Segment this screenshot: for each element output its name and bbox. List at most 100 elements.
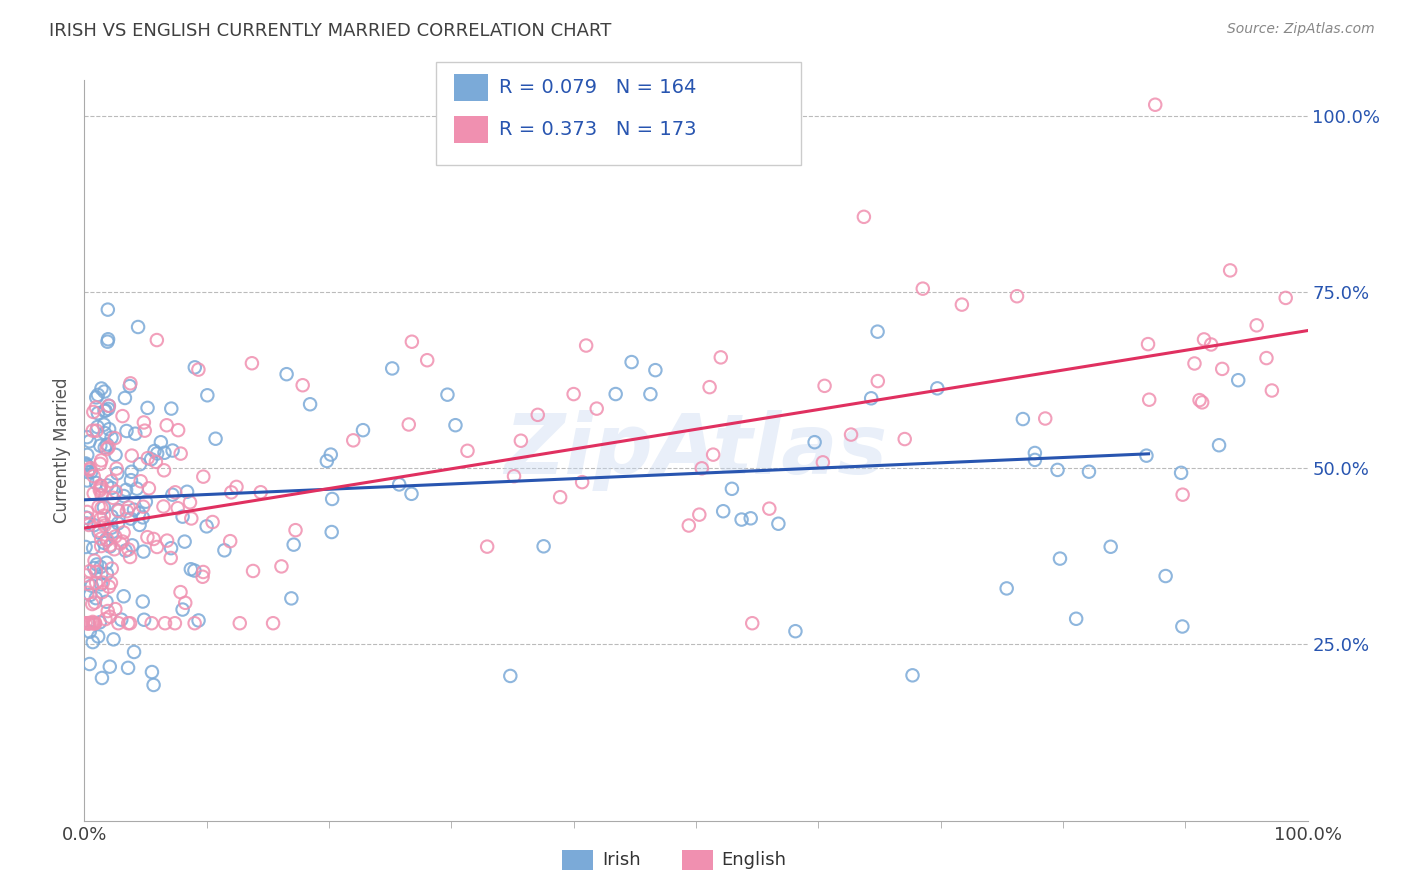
- Point: [678, 518, 700, 533]
- Point: [111, 409, 134, 423]
- Point: [84, 591, 107, 606]
- Point: [162, 443, 184, 458]
- Point: [640, 387, 662, 401]
- Point: [276, 367, 298, 381]
- Point: [96, 533, 118, 547]
- Point: [132, 416, 155, 430]
- Point: [620, 355, 643, 369]
- Point: [98, 538, 121, 552]
- Point: [98, 540, 121, 554]
- Point: [125, 482, 148, 496]
- Point: [83, 518, 105, 533]
- Point: [127, 320, 149, 334]
- Point: [1184, 356, 1206, 370]
- Point: [98, 609, 121, 624]
- Point: [80, 616, 103, 631]
- Point: [321, 491, 343, 506]
- Point: [162, 488, 184, 502]
- Point: [93, 516, 115, 530]
- Point: [90, 488, 112, 502]
- Point: [193, 469, 215, 483]
- Point: [120, 376, 142, 391]
- Point: [146, 333, 169, 347]
- Point: [89, 615, 111, 630]
- Point: [121, 465, 143, 479]
- Point: [163, 616, 186, 631]
- Point: [90, 532, 112, 546]
- Point: [82, 635, 104, 649]
- Point: [89, 457, 111, 471]
- Point: [97, 302, 120, 317]
- Point: [1211, 362, 1233, 376]
- Point: [101, 524, 124, 539]
- Point: [77, 465, 100, 479]
- Point: [90, 511, 112, 525]
- Point: [97, 401, 120, 416]
- Point: [169, 585, 191, 599]
- Point: [112, 489, 135, 503]
- Point: [91, 671, 114, 685]
- Point: [509, 434, 531, 448]
- Point: [533, 539, 555, 553]
- Point: [813, 379, 835, 393]
- Point: [688, 508, 710, 522]
- Point: [76, 430, 98, 444]
- Point: [91, 585, 114, 599]
- Point: [153, 616, 176, 631]
- Point: [444, 418, 467, 433]
- Point: [93, 404, 115, 418]
- Point: [585, 401, 607, 416]
- Point: [83, 486, 105, 500]
- Point: [193, 565, 215, 579]
- Point: [76, 505, 98, 519]
- Point: [803, 435, 825, 450]
- Point: [1012, 412, 1035, 426]
- Point: [96, 334, 118, 349]
- Point: [741, 616, 763, 631]
- Point: [195, 388, 218, 402]
- Point: [90, 566, 112, 581]
- Point: [115, 504, 138, 518]
- Point: [79, 434, 101, 449]
- Point: [1135, 449, 1157, 463]
- Point: [77, 616, 100, 631]
- Point: [571, 475, 593, 490]
- Point: [84, 565, 107, 579]
- Point: [120, 511, 142, 525]
- Point: [100, 509, 122, 524]
- Point: [83, 561, 105, 575]
- Point: [1099, 540, 1122, 554]
- Point: [84, 616, 107, 631]
- Point: [76, 586, 98, 600]
- Point: [90, 500, 112, 515]
- Point: [76, 458, 98, 473]
- Point: [1154, 569, 1177, 583]
- Point: [104, 484, 127, 499]
- Point: [1049, 551, 1071, 566]
- Point: [526, 408, 548, 422]
- Point: [184, 360, 207, 375]
- Point: [291, 378, 314, 392]
- Point: [170, 447, 193, 461]
- Point: [104, 529, 127, 543]
- Point: [284, 523, 307, 537]
- Point: [82, 615, 104, 629]
- Point: [84, 401, 107, 415]
- Point: [115, 424, 138, 438]
- Point: [83, 596, 105, 610]
- Point: [141, 665, 163, 679]
- Point: [141, 616, 163, 631]
- Point: [115, 483, 138, 497]
- Point: [75, 510, 97, 524]
- Point: [89, 482, 111, 496]
- Point: [893, 432, 915, 446]
- Point: [96, 478, 118, 492]
- Point: [90, 577, 112, 591]
- Point: [94, 441, 117, 455]
- Point: [83, 554, 105, 568]
- Point: [416, 353, 439, 368]
- Point: [852, 210, 875, 224]
- Point: [1246, 318, 1268, 333]
- Point: [86, 424, 108, 438]
- Point: [758, 501, 780, 516]
